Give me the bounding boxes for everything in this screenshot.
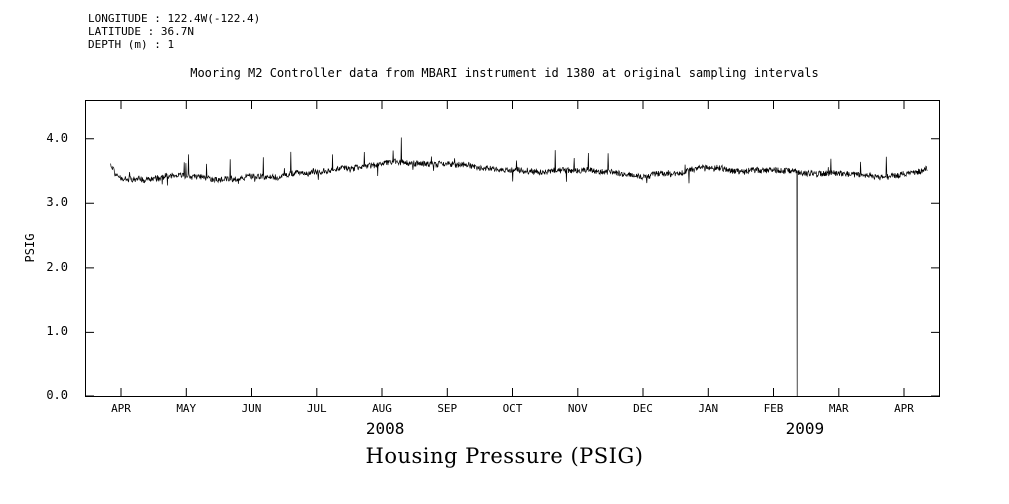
month-tick-label: JAN (698, 402, 719, 415)
month-tick-label: JUN (241, 402, 262, 415)
year-label: 2009 (785, 419, 825, 438)
month-tick-label: JUL (306, 402, 327, 415)
depth-label: DEPTH (m) : 1 (88, 38, 175, 51)
longitude-label: LONGITUDE : 122.4W(-122.4) (88, 12, 261, 25)
metadata-block: LONGITUDE : 122.4W(-122.4) LATITUDE : 36… (88, 12, 260, 51)
month-tick-label: FEB (763, 402, 784, 415)
month-tick-label: NOV (567, 402, 588, 415)
month-tick-label: AUG (372, 402, 392, 415)
plot-frame (85, 100, 940, 397)
y-tick-label: 2.0 (46, 259, 68, 274)
pressure-trace (110, 137, 928, 397)
y-tick-label: 0.0 (46, 388, 68, 402)
month-tick-label: OCT (502, 402, 523, 415)
year-label: 2008 (365, 419, 405, 438)
month-tick-label: APR (111, 402, 131, 415)
y-axis-tick-labels: 0.0 1.0 2.0 3.0 4.0 (30, 100, 74, 402)
y-tick-label: 4.0 (46, 130, 68, 145)
latitude-label: LATITUDE : 36.7N (88, 25, 194, 38)
chart-title: Mooring M2 Controller data from MBARI in… (190, 66, 819, 80)
figure-title: Housing Pressure (PSIG) (365, 444, 644, 468)
x-axis-year-labels: 2008 2009 (85, 419, 940, 439)
month-tick-label: MAY (176, 402, 197, 415)
x-axis-month-labels: APR MAY JUN JUL AUG SEP OCT NOV DEC JAN FEB MAR APR (85, 402, 940, 416)
month-tick-label: SEP (437, 402, 458, 415)
month-tick-label: APR (894, 402, 914, 415)
axis-ticks (86, 101, 939, 397)
y-tick-label: 3.0 (46, 195, 68, 210)
month-tick-label: MAR (828, 402, 849, 415)
y-tick-label: 1.0 (46, 324, 68, 339)
plot-area (85, 100, 940, 397)
month-tick-label: DEC (633, 402, 653, 415)
